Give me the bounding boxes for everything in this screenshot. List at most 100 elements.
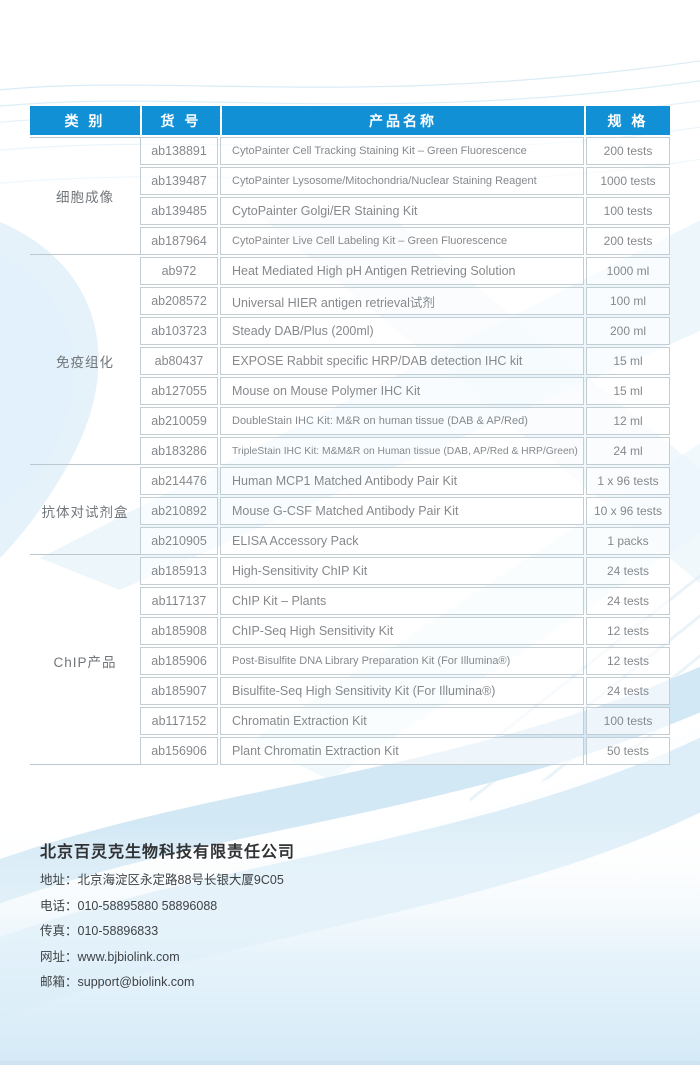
product-spec: 24 tests xyxy=(586,677,670,705)
catalog-number: ab185908 xyxy=(140,617,218,645)
category-group: ChIP产品 ab185913 High-Sensitivity ChIP Kit 2… xyxy=(30,557,670,765)
table-row: ab156906 Plant Chromatin Extraction Kit 50… xyxy=(140,737,670,765)
category-cell: 抗体对试剂盒 xyxy=(30,467,140,555)
catalog-number: ab972 xyxy=(140,257,218,285)
product-name: ChIP Kit – Plants xyxy=(220,587,584,615)
product-name: ELISA Accessory Pack xyxy=(220,527,584,555)
contact-label: 电话： xyxy=(40,898,78,913)
product-table: 类 别 货 号 产品名称 规 格 细胞成像 ab138891 CytoPainter… xyxy=(30,106,670,767)
product-name: High-Sensitivity ChIP Kit xyxy=(220,557,584,585)
table-row: ab139485 CytoPainter Golgi/ER Staining Ki… xyxy=(140,197,670,225)
table-row: ab208572 Universal HIER antigen retrieval… xyxy=(140,287,670,315)
table-row: ab80437 EXPOSE Rabbit specific HRP/DAB de… xyxy=(140,347,670,375)
product-spec: 1000 tests xyxy=(586,167,670,195)
catalog-number: ab185906 xyxy=(140,647,218,675)
table-row: ab183286 TripleStain IHC Kit: M&M&R on Hu… xyxy=(140,437,670,465)
table-row: ab214476 Human MCP1 Matched Antibody Pair… xyxy=(140,467,670,495)
product-spec: 15 ml xyxy=(586,377,670,405)
table-row: ab185913 High-Sensitivity ChIP Kit 24 test… xyxy=(140,557,670,585)
product-spec: 1000 ml xyxy=(586,257,670,285)
catalog-number: ab127055 xyxy=(140,377,218,405)
contact-line: 网址：www.bjbiolink.com xyxy=(40,949,295,964)
catalog-number: ab214476 xyxy=(140,467,218,495)
product-name: EXPOSE Rabbit specific HRP/DAB detection… xyxy=(220,347,584,375)
table-row: ab210059 DoubleStain IHC Kit: M&R on huma… xyxy=(140,407,670,435)
contact-value: support@biolink.com xyxy=(77,975,195,989)
catalog-number: ab156906 xyxy=(140,737,218,765)
catalog-number: ab210059 xyxy=(140,407,218,435)
contact-label: 传真： xyxy=(40,924,78,938)
catalog-number: ab138891 xyxy=(140,137,218,165)
table-row: ab103723 Steady DAB/Plus (200ml) 200 ml xyxy=(140,317,670,345)
table-row: ab972 Heat Mediated High pH Antigen Retri… xyxy=(140,257,670,285)
table-row: ab138891 CytoPainter Cell Tracking Staini… xyxy=(140,137,670,165)
product-name: Post-Bisulfite DNA Library Preparation K… xyxy=(220,647,584,675)
contact-line: 邮箱：support@biolink.com xyxy=(40,976,295,989)
table-row: ab117137 ChIP Kit – Plants 24 tests xyxy=(140,587,670,615)
product-spec: 50 tests xyxy=(586,737,670,765)
product-spec: 100 tests xyxy=(586,707,670,735)
catalog-number: ab210892 xyxy=(140,497,218,525)
product-spec: 1 x 96 tests xyxy=(586,467,670,495)
product-name: Chromatin Extraction Kit xyxy=(220,707,584,735)
contact-line: 地址：北京海淀区永定路88号长银大厦9C05 xyxy=(40,874,295,887)
header-category: 类 别 xyxy=(30,106,140,135)
group-rows: ab185913 High-Sensitivity ChIP Kit 24 test… xyxy=(140,557,670,765)
catalog-number: ab103723 xyxy=(140,317,218,345)
table-row: ab185908 ChIP-Seq High Sensitivity Kit 12 … xyxy=(140,617,670,645)
catalog-number: ab183286 xyxy=(140,437,218,465)
table-row: ab139487 CytoPainter Lysosome/Mitochondri… xyxy=(140,167,670,195)
group-rows: ab972 Heat Mediated High pH Antigen Retri… xyxy=(140,257,670,465)
table-header-row: 类 别 货 号 产品名称 规 格 xyxy=(30,106,670,135)
category-group: 细胞成像 ab138891 CytoPainter Cell Tracking St… xyxy=(30,137,670,255)
product-name: Human MCP1 Matched Antibody Pair Kit xyxy=(220,467,584,495)
company-name: 北京百灵克生物科技有限责任公司 xyxy=(40,844,296,861)
category-cell: ChIP产品 xyxy=(30,557,140,765)
product-spec: 1 packs xyxy=(586,527,670,555)
catalog-number: ab210905 xyxy=(140,527,218,555)
table-body: 细胞成像 ab138891 CytoPainter Cell Tracking St… xyxy=(30,137,670,765)
header-product-name: 产品名称 xyxy=(222,106,584,135)
product-spec: 10 x 96 tests xyxy=(586,497,670,525)
contact-value: www.bjbiolink.com xyxy=(77,949,180,964)
table-row: ab187964 CytoPainter Live Cell Labeling K… xyxy=(140,227,670,255)
catalog-number: ab139487 xyxy=(140,167,218,195)
category-cell: 细胞成像 xyxy=(30,137,140,255)
table-row: ab117152 Chromatin Extraction Kit 100 test… xyxy=(140,707,670,735)
group-rows: ab138891 CytoPainter Cell Tracking Staini… xyxy=(140,137,670,255)
product-spec: 12 ml xyxy=(586,407,670,435)
contact-line: 传真：010-58896833 xyxy=(40,925,295,938)
product-name: Heat Mediated High pH Antigen Retrieving… xyxy=(220,257,584,285)
contact-value: 010-58895880 58896088 xyxy=(77,898,218,913)
contact-value: 北京海淀区永定路88号长银大厦9C05 xyxy=(77,873,284,887)
product-name: CytoPainter Lysosome/Mitochondria/Nuclea… xyxy=(220,167,584,195)
table-row: ab210892 Mouse G-CSF Matched Antibody Pai… xyxy=(140,497,670,525)
table-row: ab185906 Post-Bisulfite DNA Library Prepa… xyxy=(140,647,670,675)
catalog-number: ab117152 xyxy=(140,707,218,735)
product-spec: 200 tests xyxy=(586,137,670,165)
contact-line: 电话：010-58895880 58896088 xyxy=(40,898,295,913)
category-group: 免疫组化 ab972 Heat Mediated High pH Antigen R… xyxy=(30,257,670,465)
table-row: ab210905 ELISA Accessory Pack 1 packs xyxy=(140,527,670,555)
catalog-number: ab139485 xyxy=(140,197,218,225)
catalog-number: ab187964 xyxy=(140,227,218,255)
contact-label: 邮箱： xyxy=(40,975,78,989)
product-spec: 12 tests xyxy=(586,647,670,675)
category-group: 抗体对试剂盒 ab214476 Human MCP1 Matched Antibod… xyxy=(30,467,670,555)
catalog-number: ab117137 xyxy=(140,587,218,615)
table-row: ab127055 Mouse on Mouse Polymer IHC Kit 15… xyxy=(140,377,670,405)
product-spec: 15 ml xyxy=(586,347,670,375)
contact-value: 010-58896833 xyxy=(77,924,159,938)
contact-list: 地址：北京海淀区永定路88号长银大厦9C05 电话：010-58895880 58… xyxy=(40,874,295,989)
product-spec: 12 tests xyxy=(586,617,670,645)
product-spec: 24 tests xyxy=(586,587,670,615)
header-catalog-number: 货 号 xyxy=(142,106,220,135)
product-name: Mouse G-CSF Matched Antibody Pair Kit xyxy=(220,497,584,525)
product-name: Bisulfite-Seq High Sensitivity Kit (For … xyxy=(220,677,584,705)
product-spec: 200 ml xyxy=(586,317,670,345)
category-cell: 免疫组化 xyxy=(30,257,140,465)
product-name: CytoPainter Live Cell Labeling Kit – Gre… xyxy=(220,227,584,255)
product-name: DoubleStain IHC Kit: M&R on human tissue… xyxy=(220,407,584,435)
product-name: Steady DAB/Plus (200ml) xyxy=(220,317,584,345)
product-name: Mouse on Mouse Polymer IHC Kit xyxy=(220,377,584,405)
